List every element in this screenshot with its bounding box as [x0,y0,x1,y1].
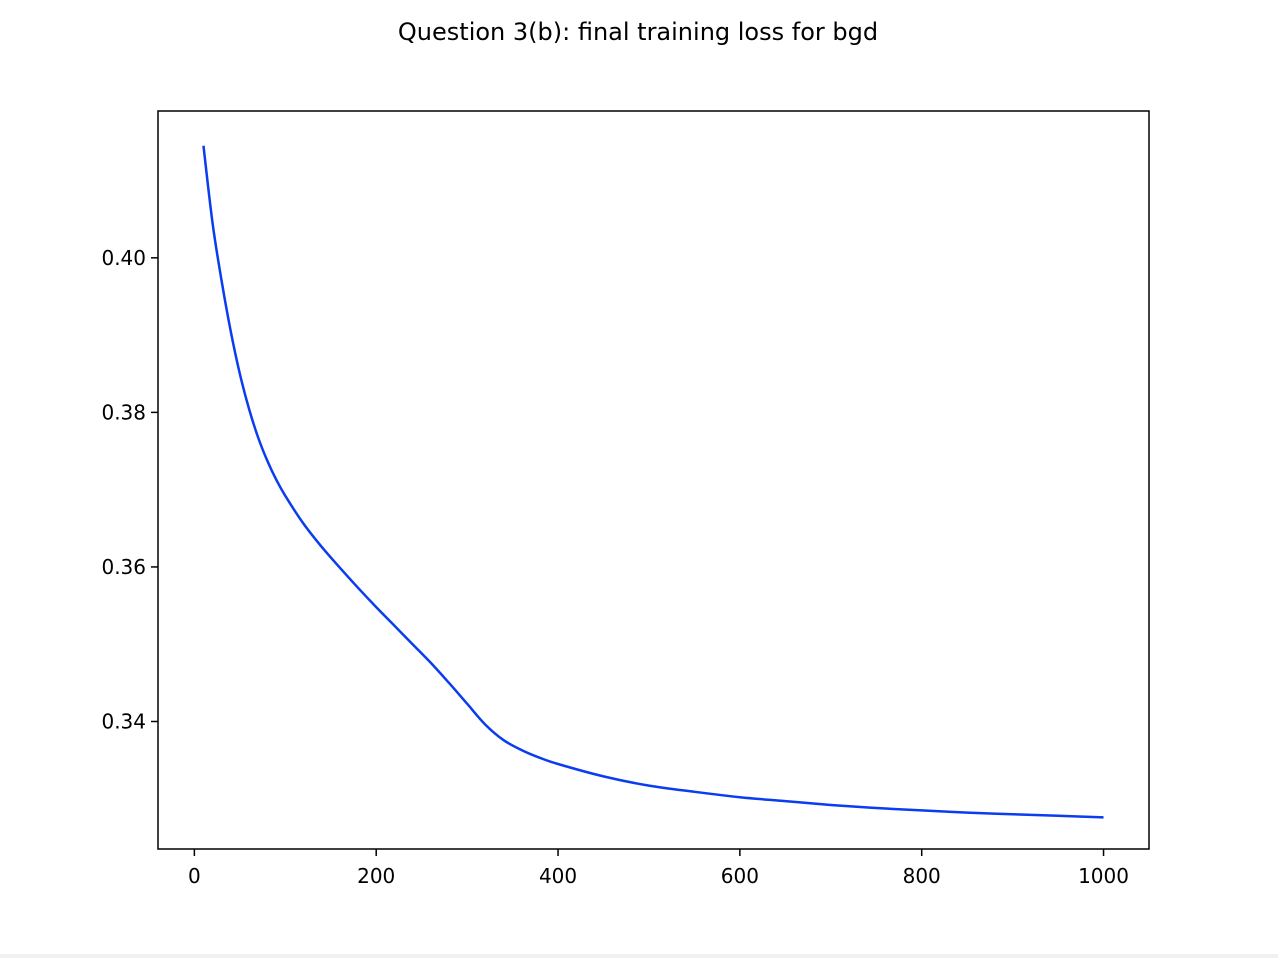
y-axis: 0.34 0.36 0.38 0.40 [101,246,158,733]
x-tick-label: 800 [903,864,941,888]
series-line-training-loss [202,145,1104,819]
chart-title: Question 3(b): final training loss for b… [398,18,878,46]
x-tick-label: 1000 [1078,864,1129,888]
x-tick-label: 0 [188,864,201,888]
y-tick-label: 0.40 [101,246,146,270]
y-tick-label: 0.34 [101,709,146,733]
plot-frame [157,110,1150,850]
x-tick-label: 600 [721,864,759,888]
x-tick-label: 200 [357,864,395,888]
y-tick-label: 0.38 [101,400,146,424]
y-tick-label: 0.36 [101,555,146,579]
x-axis: 0 200 400 600 800 1000 [188,849,1129,888]
bottom-divider [0,954,1278,958]
x-tick-label: 400 [539,864,577,888]
